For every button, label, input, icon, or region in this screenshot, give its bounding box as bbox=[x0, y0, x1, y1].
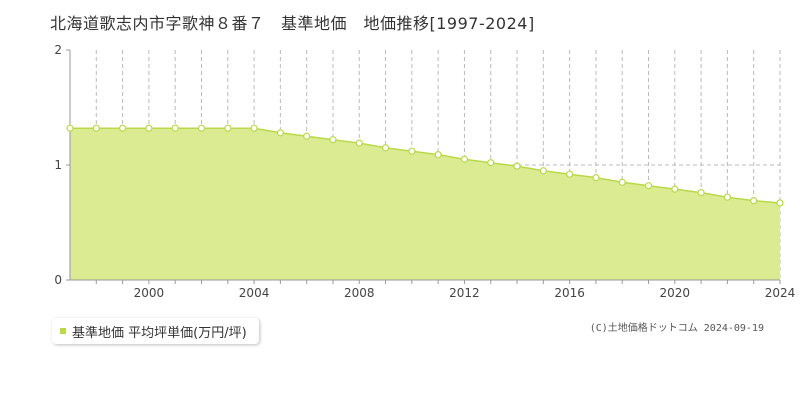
x-tick-label: 2020 bbox=[660, 286, 691, 300]
data-point bbox=[460, 155, 469, 163]
x-tick-label: 2008 bbox=[344, 286, 375, 300]
tick-labels: 0 1 2 2000 2004 2008 2012 2016 2020 2024 bbox=[54, 43, 795, 300]
x-tick-label: 2016 bbox=[554, 286, 585, 300]
y-tick-label: 1 bbox=[54, 158, 62, 172]
x-tick-label: 2004 bbox=[239, 286, 270, 300]
data-point bbox=[566, 170, 574, 178]
x-tick-label: 2012 bbox=[449, 286, 480, 300]
x-tick-label: 2024 bbox=[765, 286, 796, 300]
data-points bbox=[66, 124, 784, 207]
data-point bbox=[224, 124, 232, 132]
data-point bbox=[487, 159, 495, 167]
data-point bbox=[303, 132, 311, 140]
data-point bbox=[697, 189, 705, 197]
data-point bbox=[723, 193, 732, 201]
y-tick-label: 0 bbox=[54, 273, 62, 287]
series-line bbox=[70, 127, 781, 204]
data-point bbox=[750, 197, 758, 205]
chart-title: 北海道歌志内市字歌神８番７ 基準地価 地価推移[1997-2024] bbox=[50, 14, 535, 33]
legend-label: 基準地価 平均坪単価(万円/坪) bbox=[72, 325, 247, 341]
data-point bbox=[92, 124, 100, 132]
data-point bbox=[118, 124, 127, 132]
data-point bbox=[355, 139, 363, 147]
area-fill bbox=[70, 128, 780, 280]
data-point bbox=[618, 178, 626, 186]
data-point bbox=[408, 147, 416, 155]
data-point bbox=[329, 136, 337, 144]
data-point bbox=[276, 129, 284, 137]
data-point bbox=[171, 124, 179, 132]
data-point bbox=[644, 182, 653, 190]
x-tick-label: 2000 bbox=[134, 286, 165, 300]
data-point bbox=[66, 124, 74, 132]
copyright-text: (C)土地価格ドットコム 2024-09-19 bbox=[589, 323, 764, 334]
data-point bbox=[592, 174, 600, 182]
data-point bbox=[197, 124, 206, 132]
data-point bbox=[145, 124, 153, 132]
y-tick-label: 2 bbox=[54, 43, 62, 57]
axes bbox=[66, 49, 781, 284]
data-point bbox=[513, 162, 521, 170]
legend-swatch bbox=[60, 328, 66, 334]
legend: 基準地価 平均坪単価(万円/坪) bbox=[52, 318, 259, 344]
data-point bbox=[434, 151, 442, 159]
data-point bbox=[381, 144, 390, 152]
data-point bbox=[776, 199, 784, 207]
data-point bbox=[250, 124, 258, 132]
data-point bbox=[539, 167, 547, 175]
data-point bbox=[671, 185, 679, 193]
